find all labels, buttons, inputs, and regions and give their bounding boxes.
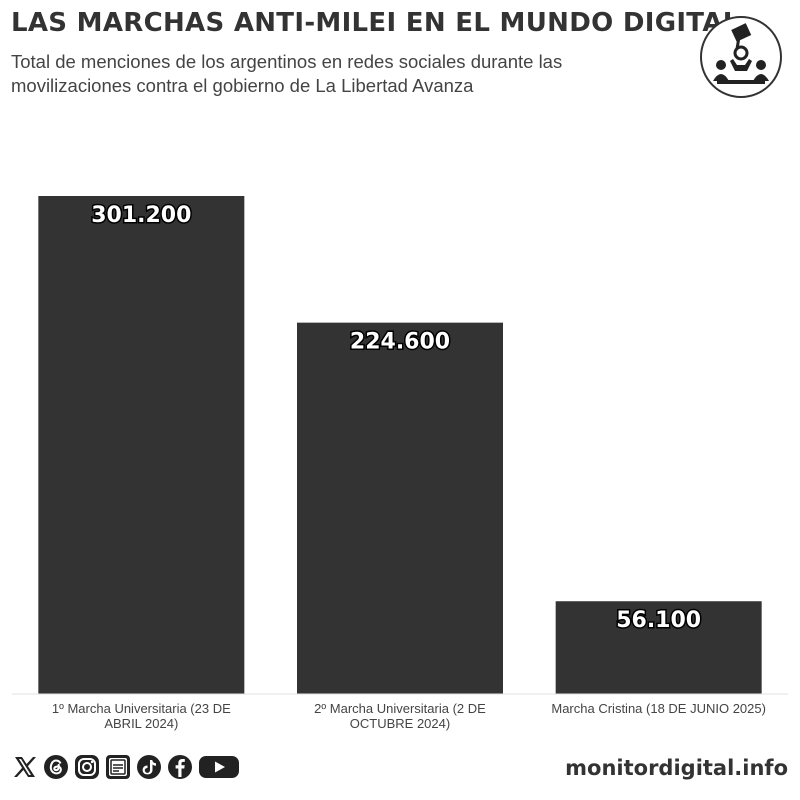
newsletter-icon[interactable]	[104, 753, 132, 781]
social-icons	[11, 752, 241, 782]
threads-icon[interactable]	[42, 753, 70, 781]
chart-title: LAS MARCHAS ANTI-MILEI EN EL MUNDO DIGIT…	[11, 8, 740, 38]
chart-subtitle: Total de menciones de los argentinos en …	[11, 51, 563, 96]
category-label-3: Marcha Cristina (18 DE JUNIO 2025)	[551, 701, 766, 716]
category-label-line: 2º Marcha Universitaria (2 DE	[314, 701, 486, 716]
data-label-2: 224.600	[350, 330, 450, 355]
tiktok-icon[interactable]	[135, 753, 163, 781]
youtube-icon[interactable]	[197, 753, 241, 781]
website-url[interactable]: monitordigital.info	[565, 756, 788, 780]
category-label-line: ABRIL 2024)	[104, 716, 178, 731]
x-icon[interactable]	[11, 753, 39, 781]
category-label-1: 1º Marcha Universitaria (23 DE ABRIL 2024…	[52, 701, 231, 731]
category-label-line: OCTUBRE 2024)	[350, 716, 450, 731]
category-label-2: 2º Marcha Universitaria (2 DE OCTUBRE 202…	[314, 701, 486, 731]
data-label-3: 56.100	[616, 608, 701, 633]
category-label-line: Marcha Cristina (18 DE JUNIO 2025)	[551, 701, 766, 716]
instagram-icon[interactable]	[73, 753, 101, 781]
bar-1	[38, 196, 245, 694]
data-label-1: 301.200	[91, 203, 191, 228]
bar-2	[297, 322, 503, 694]
facebook-icon[interactable]	[166, 753, 194, 781]
bar-3	[555, 601, 762, 694]
category-label-line: 1º Marcha Universitaria (23 DE	[52, 701, 231, 716]
protest-logo-icon	[700, 16, 782, 98]
